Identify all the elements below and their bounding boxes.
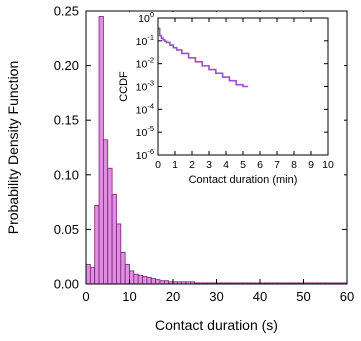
y-tick-label: 0.05	[54, 222, 79, 237]
inset-x-tick-label: 6	[257, 159, 263, 171]
x-tick-label: 40	[253, 289, 267, 304]
inset-y-tick-label: 10-6	[136, 147, 154, 162]
x-tick-label: 10	[122, 289, 136, 304]
y-tick-label: 0.20	[54, 58, 79, 73]
inset-y-tick-label: 10-2	[136, 56, 154, 71]
inset-y-tick-label: 10-1	[136, 33, 154, 48]
x-tick-label: 50	[296, 289, 310, 304]
x-tick-label: 30	[209, 289, 223, 304]
inset-x-tick-label: 8	[291, 159, 297, 171]
inset-x-axis-label: Contact duration (min)	[189, 174, 298, 186]
inset-chart: 0 1 2 3 4 5 6 7 8 9 10 100 10-1 10-2 10-3 10-4 10-5 10-6…	[118, 10, 344, 194]
x-tick-label: 60	[340, 289, 354, 304]
pdf-bar	[98, 16, 104, 285]
y-tick-label: 0.25	[54, 4, 79, 19]
pdf-bar	[137, 274, 143, 285]
inset-x-tick-label: 1	[172, 159, 178, 171]
inset-y-ticks: 100 10-1 10-2 10-3 10-4 10-5 10-6	[136, 10, 328, 162]
main-y-ticks: 0.00 0.05 0.10 0.15 0.20 0.25	[54, 4, 347, 292]
inset-x-tick-label: 2	[189, 159, 195, 171]
inset-x-tick-label: 3	[206, 159, 212, 171]
inset-y-tick-label: 10-5	[136, 124, 154, 139]
pdf-bar	[111, 194, 117, 285]
pdf-bar	[155, 279, 161, 285]
pdf-bar	[116, 223, 122, 285]
y-tick-label: 0.00	[54, 277, 79, 292]
pdf-bar	[103, 139, 109, 285]
inset-y-tick-label: 10-3	[136, 79, 154, 94]
pdf-bar	[142, 275, 148, 285]
pdf-bar	[94, 204, 100, 285]
inset-y-tick-label: 100	[138, 10, 154, 25]
main-x-axis-label: Contact duration (s)	[155, 317, 278, 333]
pdf-bar	[120, 251, 126, 285]
inset-x-tick-label: 9	[308, 159, 314, 171]
pdf-bar	[107, 167, 113, 285]
pdf-bar	[89, 267, 96, 285]
inset-x-ticks: 0 1 2 3 4 5 6 7 8 9 10	[155, 18, 334, 171]
inset-x-tick-label: 10	[322, 159, 334, 171]
inset-x-tick-label: 0	[155, 159, 161, 171]
pdf-bar	[124, 263, 130, 285]
inset-x-tick-label: 4	[223, 159, 229, 171]
pdf-bar	[129, 270, 135, 285]
pdf-bar	[133, 273, 139, 285]
inset-ccdf-line	[158, 27, 249, 88]
main-y-axis-label: Probability Density Function	[5, 61, 21, 235]
pdf-bar	[150, 278, 156, 285]
inset-y-axis-label: CCDF	[118, 71, 130, 102]
inset-y-tick-label: 10-4	[136, 101, 154, 116]
x-tick-label: 0	[82, 289, 89, 304]
y-tick-label: 0.15	[54, 113, 79, 128]
y-tick-label: 0.10	[54, 167, 79, 182]
x-tick-label: 20	[166, 289, 180, 304]
inset-x-tick-label: 7	[274, 159, 280, 171]
main-x-ticks: 0 10 20 30 40 50 60	[82, 11, 354, 304]
main-bars	[85, 16, 348, 285]
inset-background	[118, 12, 344, 194]
main-chart: 0 10 20 30 40 50 60 0.000.050.100.150.200.25 C…	[5, 4, 354, 334]
pdf-bar	[85, 263, 91, 285]
inset-x-tick-label: 5	[240, 159, 246, 171]
pdf-bar	[146, 277, 152, 285]
